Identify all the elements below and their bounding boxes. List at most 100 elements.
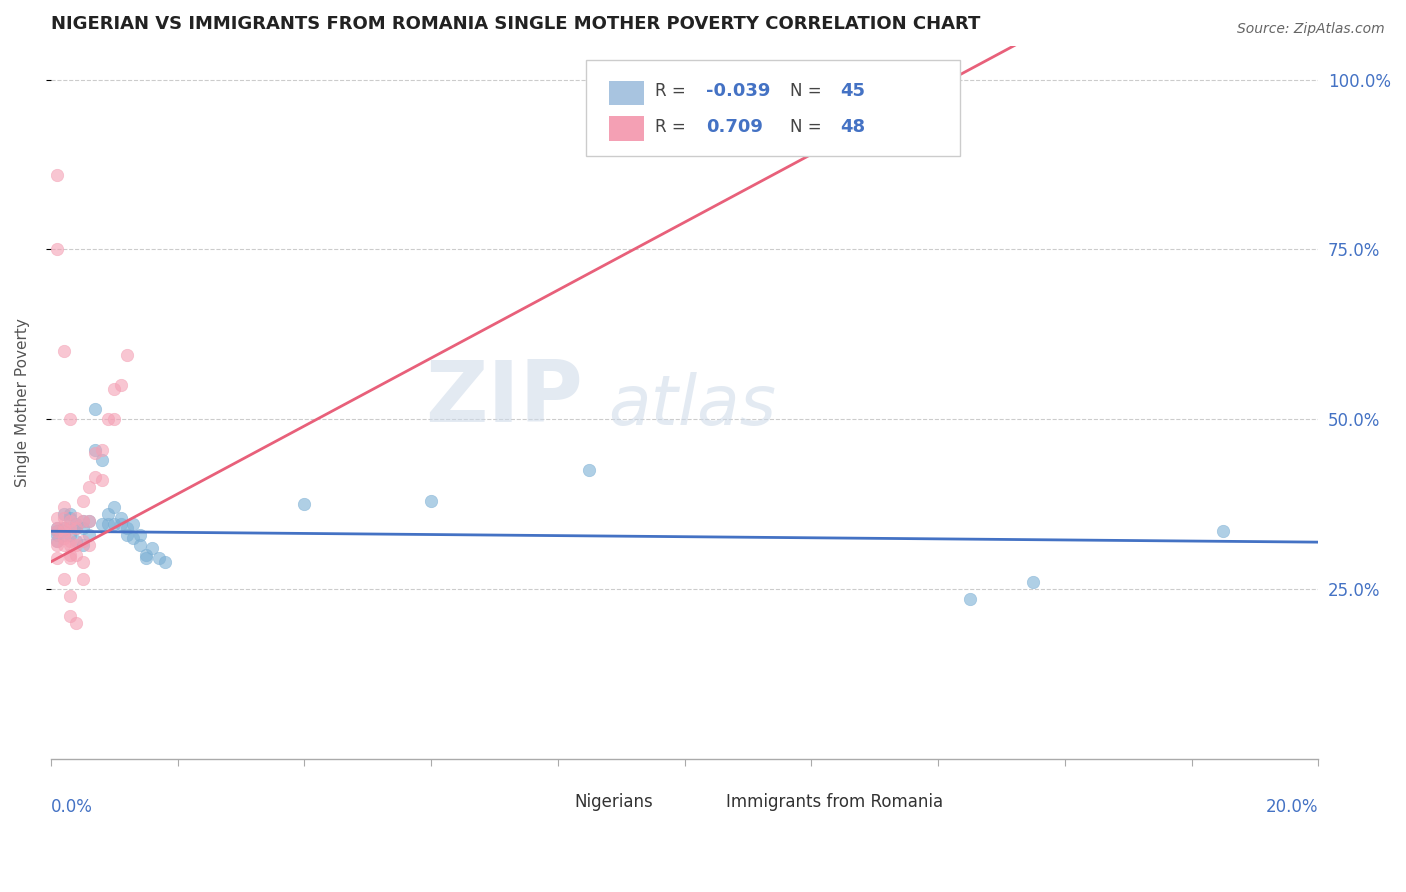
Point: [959, 592, 981, 607]
Point: [46, 521, 69, 535]
Point: [122, 517, 145, 532]
Point: [84, 446, 107, 460]
Point: [135, 551, 157, 566]
Bar: [609, 116, 644, 141]
Point: [59, 589, 82, 603]
Point: [59, 551, 82, 566]
Point: [59, 412, 82, 426]
Point: [46, 538, 69, 552]
Point: [46, 521, 69, 535]
Point: [103, 500, 125, 515]
Point: [59, 609, 82, 624]
Bar: [538, 792, 567, 814]
Point: [84, 470, 107, 484]
Point: [110, 378, 132, 392]
Point: [46, 510, 69, 524]
Text: Nigerians: Nigerians: [574, 793, 652, 811]
Point: [52, 500, 75, 515]
Point: [97, 508, 120, 522]
Point: [52, 538, 75, 552]
Point: [65, 538, 87, 552]
Point: [97, 517, 120, 532]
Point: [46, 524, 69, 539]
Point: [59, 534, 82, 549]
Point: [52, 531, 75, 545]
Point: [77, 514, 100, 528]
Point: [65, 615, 87, 630]
Point: [115, 527, 138, 541]
Point: [128, 527, 150, 541]
Point: [52, 510, 75, 524]
Point: [46, 524, 69, 539]
Text: NIGERIAN VS IMMIGRANTS FROM ROMANIA SINGLE MOTHER POVERTY CORRELATION CHART: NIGERIAN VS IMMIGRANTS FROM ROMANIA SING…: [51, 15, 980, 33]
Point: [72, 534, 94, 549]
Point: [110, 517, 132, 532]
Point: [52, 508, 75, 522]
Point: [292, 497, 315, 511]
Point: [115, 348, 138, 362]
Text: R =: R =: [655, 118, 692, 136]
Text: 48: 48: [841, 118, 866, 136]
Point: [72, 538, 94, 552]
Text: 0.0%: 0.0%: [51, 798, 93, 816]
Point: [128, 538, 150, 552]
Point: [59, 514, 82, 528]
Point: [122, 531, 145, 545]
Point: [1022, 575, 1045, 590]
Point: [148, 551, 170, 566]
Point: [103, 517, 125, 532]
Point: [52, 524, 75, 539]
Point: [115, 521, 138, 535]
Point: [153, 555, 176, 569]
Text: N =: N =: [790, 82, 827, 100]
Text: Immigrants from Romania: Immigrants from Romania: [727, 793, 943, 811]
Text: R =: R =: [655, 82, 692, 100]
Point: [52, 572, 75, 586]
Point: [46, 243, 69, 257]
Point: [59, 527, 82, 541]
Point: [90, 517, 112, 532]
Point: [97, 412, 120, 426]
Point: [90, 453, 112, 467]
Text: atlas: atlas: [609, 372, 776, 439]
Bar: [609, 80, 644, 105]
Point: [863, 79, 886, 94]
Point: [65, 517, 87, 532]
Point: [52, 521, 75, 535]
Text: N =: N =: [790, 118, 827, 136]
Point: [59, 521, 82, 535]
Point: [90, 442, 112, 457]
Point: [141, 541, 163, 556]
Point: [77, 527, 100, 541]
Point: [46, 527, 69, 541]
Point: [77, 480, 100, 494]
Text: ZIP: ZIP: [426, 357, 583, 440]
Text: -0.039: -0.039: [706, 82, 770, 100]
Point: [72, 572, 94, 586]
Point: [52, 527, 75, 541]
Point: [103, 412, 125, 426]
Point: [90, 473, 112, 487]
Point: [52, 521, 75, 535]
Point: [65, 534, 87, 549]
Text: 0.709: 0.709: [706, 118, 763, 136]
Point: [72, 514, 94, 528]
Point: [110, 510, 132, 524]
Bar: [690, 792, 718, 814]
Point: [65, 548, 87, 562]
Point: [65, 510, 87, 524]
Text: 20.0%: 20.0%: [1265, 798, 1319, 816]
Point: [59, 508, 82, 522]
Point: [135, 548, 157, 562]
Point: [46, 551, 69, 566]
Point: [59, 510, 82, 524]
Point: [103, 382, 125, 396]
Point: [578, 463, 600, 477]
Point: [420, 493, 443, 508]
Point: [52, 344, 75, 359]
Point: [46, 534, 69, 549]
Point: [84, 402, 107, 417]
Point: [72, 493, 94, 508]
FancyBboxPatch shape: [586, 60, 959, 156]
Text: Source: ZipAtlas.com: Source: ZipAtlas.com: [1237, 22, 1385, 37]
